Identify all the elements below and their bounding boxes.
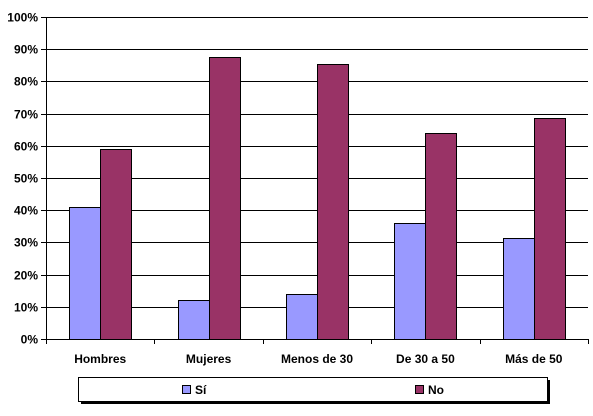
y-tick-label: 60% bbox=[14, 140, 38, 154]
y-tick-label: 0% bbox=[21, 333, 39, 347]
x-tick-label: De 30 a 50 bbox=[396, 352, 455, 366]
y-tick-label: 50% bbox=[14, 172, 38, 186]
y-tick-label: 90% bbox=[14, 43, 38, 57]
x-tick-label: Mujeres bbox=[186, 352, 232, 366]
bar bbox=[503, 238, 535, 340]
x-axis: Hombres Mujeres Menos de 30 De 30 a 50 Más d… bbox=[46, 17, 589, 366]
legend: Sí No bbox=[78, 377, 550, 404]
y-tick-label: 10% bbox=[14, 301, 38, 315]
y-tick-label: 100% bbox=[7, 11, 38, 25]
x-tick-label: Hombres bbox=[74, 352, 126, 366]
bar bbox=[394, 223, 426, 340]
y-axis: 0% 10% 20% 30% 40% 50% 60% 70% 80% 90% 100% bbox=[7, 11, 46, 347]
bar bbox=[425, 133, 457, 340]
bars bbox=[69, 57, 566, 340]
y-tick-label: 80% bbox=[14, 75, 38, 89]
y-tick-label: 70% bbox=[14, 108, 38, 122]
bar bbox=[534, 118, 566, 340]
bar bbox=[209, 57, 241, 340]
legend-label: No bbox=[428, 383, 444, 397]
y-tick-label: 30% bbox=[14, 236, 38, 250]
legend-swatch bbox=[415, 385, 424, 394]
legend-swatch bbox=[182, 385, 191, 394]
y-tick-label: 20% bbox=[14, 269, 38, 283]
legend-label: Sí bbox=[195, 383, 207, 397]
bar bbox=[317, 64, 349, 340]
y-tick-label: 40% bbox=[14, 204, 38, 218]
x-tick-label: Menos de 30 bbox=[281, 352, 353, 366]
bar bbox=[100, 149, 132, 340]
bar bbox=[69, 207, 101, 340]
bar bbox=[178, 300, 210, 340]
bar bbox=[286, 294, 318, 340]
x-tick-label: Más de 50 bbox=[505, 352, 563, 366]
legend-box bbox=[78, 377, 548, 402]
